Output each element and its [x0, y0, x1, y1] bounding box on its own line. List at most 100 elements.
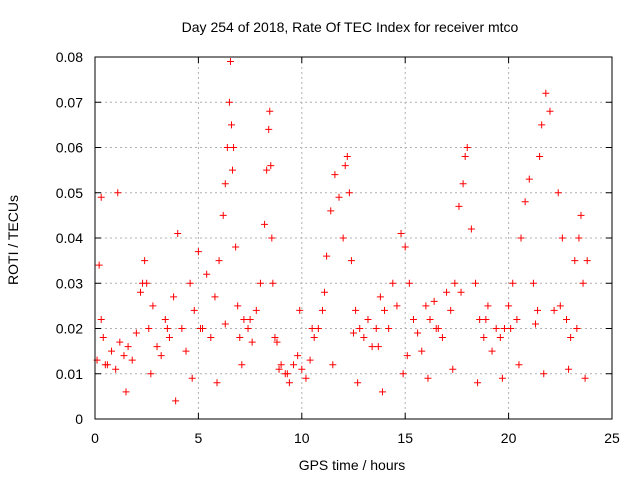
data-point	[376, 293, 384, 301]
data-point	[230, 144, 238, 151]
data-point	[236, 334, 244, 342]
data-point	[513, 315, 521, 323]
y-tick-label: 0.06	[56, 140, 83, 156]
data-point	[335, 193, 343, 201]
data-point	[403, 352, 411, 360]
data-point	[443, 288, 451, 296]
data-point	[488, 347, 496, 355]
y-tick-label: 0.08	[56, 49, 83, 65]
data-point	[308, 325, 316, 332]
data-point	[149, 302, 157, 310]
data-point	[546, 107, 554, 115]
data-point	[350, 329, 357, 337]
data-point	[565, 365, 573, 373]
data-point	[430, 297, 438, 305]
data-points	[93, 58, 591, 405]
data-point	[240, 315, 248, 323]
data-point	[165, 334, 173, 342]
data-point	[302, 374, 310, 382]
data-point	[174, 229, 182, 237]
data-point	[381, 306, 389, 314]
data-point	[534, 306, 542, 314]
data-point	[521, 198, 529, 206]
data-point	[211, 293, 219, 301]
y-tick-label: 0.02	[56, 321, 83, 337]
data-point	[221, 180, 229, 188]
data-point	[550, 306, 558, 314]
data-point	[474, 379, 482, 387]
data-point	[263, 166, 271, 174]
data-point	[215, 257, 223, 265]
data-point	[354, 379, 362, 387]
data-point	[323, 252, 331, 260]
data-point	[112, 365, 120, 373]
data-point	[139, 279, 147, 287]
data-point	[463, 144, 471, 151]
data-point	[95, 261, 103, 269]
data-point	[509, 279, 517, 287]
data-point	[145, 325, 153, 332]
data-point	[226, 58, 234, 66]
data-point	[517, 234, 525, 242]
data-point	[296, 306, 304, 314]
data-point	[345, 189, 353, 197]
data-point	[515, 361, 523, 369]
data-point	[268, 234, 276, 242]
data-point	[101, 361, 109, 369]
x-tick-label: 0	[91, 430, 99, 446]
data-point	[172, 397, 180, 405]
data-point	[536, 153, 544, 161]
data-point	[223, 144, 231, 151]
x-tick-label: 10	[294, 430, 310, 446]
data-point	[393, 302, 401, 310]
data-point	[525, 175, 533, 183]
data-point	[261, 220, 269, 228]
data-point	[271, 334, 279, 342]
x-tick-label: 15	[397, 430, 413, 446]
data-point	[385, 325, 393, 332]
data-point	[327, 207, 335, 215]
data-point	[99, 334, 107, 342]
y-tick-label: 0.01	[56, 366, 83, 382]
data-point	[329, 361, 337, 369]
data-point	[114, 189, 122, 197]
data-point	[461, 153, 469, 161]
data-point	[500, 325, 508, 332]
data-point	[540, 370, 548, 378]
data-point	[531, 320, 539, 328]
data-point	[147, 370, 155, 378]
data-point	[472, 279, 480, 287]
data-point	[238, 361, 246, 369]
data-point	[182, 347, 190, 355]
data-point	[275, 365, 283, 373]
x-tick-label: 25	[604, 430, 620, 446]
y-tick-label: 0.05	[56, 185, 83, 201]
data-point	[269, 279, 277, 287]
data-point	[356, 325, 364, 332]
data-point	[505, 302, 513, 310]
data-point	[267, 162, 275, 170]
data-point	[128, 356, 136, 364]
data-point	[153, 343, 161, 351]
data-point	[426, 315, 434, 323]
data-point	[583, 257, 591, 265]
data-point	[482, 315, 490, 323]
data-point	[161, 315, 169, 323]
data-point	[538, 121, 546, 129]
axis-ticks: 0 5 10 15 20 25 0 0.01 0.02 0.03 0.04 0.05 0.06 0.07 0…	[56, 49, 620, 446]
data-point	[178, 325, 186, 332]
data-point	[97, 315, 105, 323]
data-point	[265, 125, 273, 133]
data-point	[401, 243, 409, 251]
data-point	[290, 361, 298, 369]
data-point	[432, 325, 440, 332]
data-point	[283, 370, 291, 378]
data-point	[459, 180, 467, 188]
data-point	[339, 234, 347, 242]
data-point	[405, 279, 413, 287]
y-tick-label: 0.04	[56, 230, 83, 246]
data-point	[389, 279, 397, 287]
data-point	[374, 343, 382, 351]
data-point	[306, 356, 314, 364]
